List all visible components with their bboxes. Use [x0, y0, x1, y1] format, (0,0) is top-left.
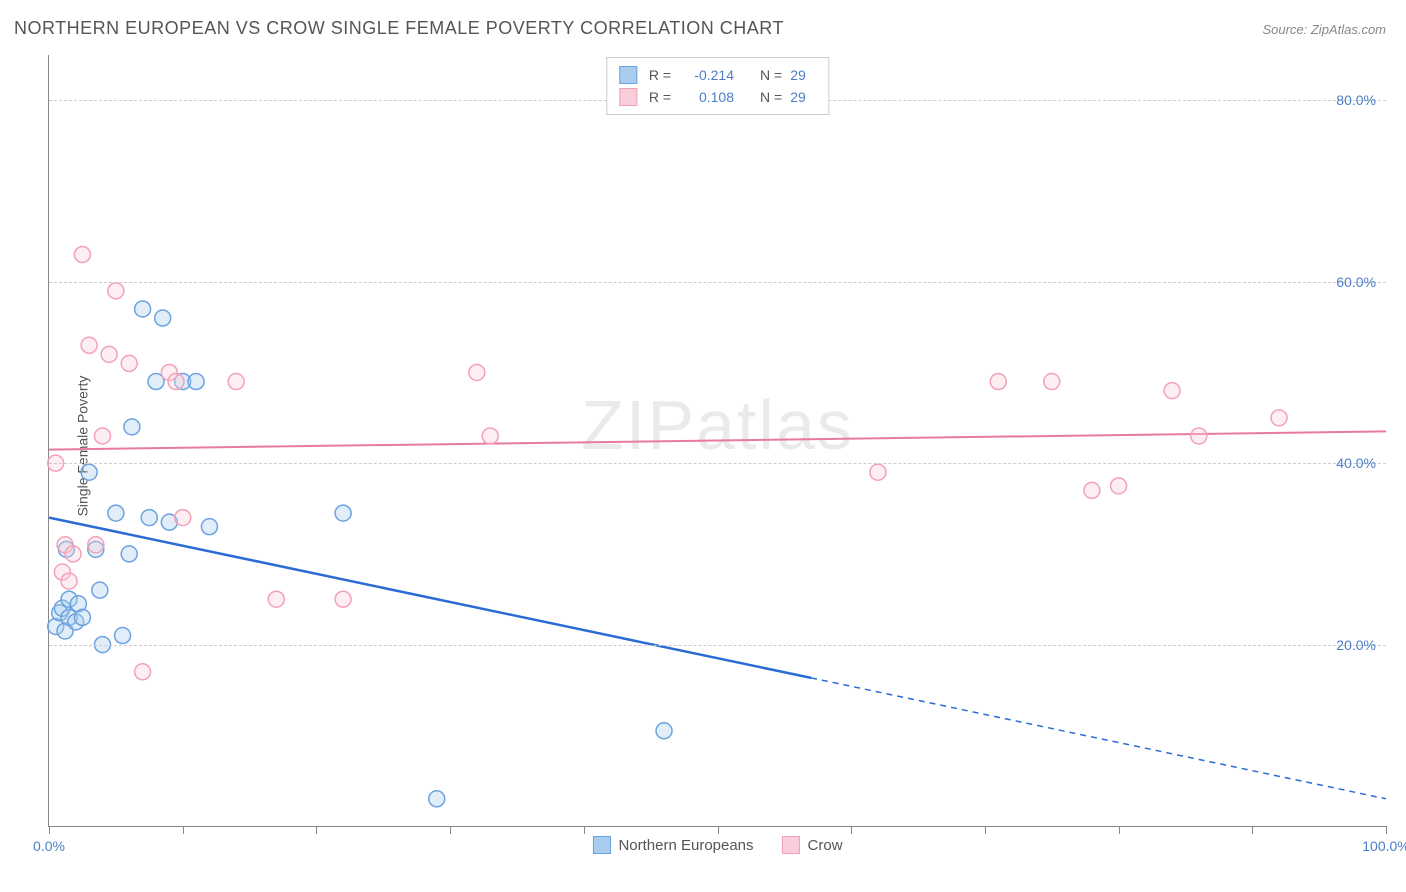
source-attribution: Source: ZipAtlas.com: [1262, 22, 1386, 37]
chart-title: NORTHERN EUROPEAN VS CROW SINGLE FEMALE …: [14, 18, 784, 39]
legend-n-label: N =: [760, 89, 782, 105]
swatch-crow: [619, 88, 637, 106]
swatch-crow-bottom: [782, 836, 800, 854]
legend-label-northern: Northern Europeans: [618, 837, 753, 854]
legend-r-label: R =: [649, 67, 671, 83]
legend-row-crow: R = 0.108 N = 29: [619, 86, 816, 108]
x-tick-label: 0.0%: [33, 838, 65, 854]
legend-row-northern: R = -0.214 N = 29: [619, 64, 816, 86]
y-tick-label: 20.0%: [1336, 637, 1376, 653]
legend-item-crow: Crow: [782, 836, 843, 854]
legend-item-northern: Northern Europeans: [592, 836, 753, 854]
legend-correlations: R = -0.214 N = 29 R = 0.108 N = 29: [606, 57, 829, 115]
plot-area: ZIPatlas R = -0.214 N = 29 R = 0.108 N =…: [48, 55, 1386, 827]
legend-n-value-northern: 29: [790, 67, 816, 83]
legend-r-value-crow: 0.108: [679, 89, 734, 105]
legend-n-label: N =: [760, 67, 782, 83]
legend-n-value-crow: 29: [790, 89, 816, 105]
legend-series: Northern Europeans Crow: [592, 836, 842, 854]
legend-r-label: R =: [649, 89, 671, 105]
x-tick-label: 100.0%: [1362, 838, 1406, 854]
swatch-northern: [619, 66, 637, 84]
y-tick-label: 60.0%: [1336, 274, 1376, 290]
legend-r-value-northern: -0.214: [679, 67, 734, 83]
y-tick-label: 40.0%: [1336, 455, 1376, 471]
swatch-northern-bottom: [592, 836, 610, 854]
chart-svg: [49, 55, 1386, 826]
legend-label-crow: Crow: [808, 837, 843, 854]
y-tick-label: 80.0%: [1336, 92, 1376, 108]
chart-container: NORTHERN EUROPEAN VS CROW SINGLE FEMALE …: [0, 0, 1406, 892]
